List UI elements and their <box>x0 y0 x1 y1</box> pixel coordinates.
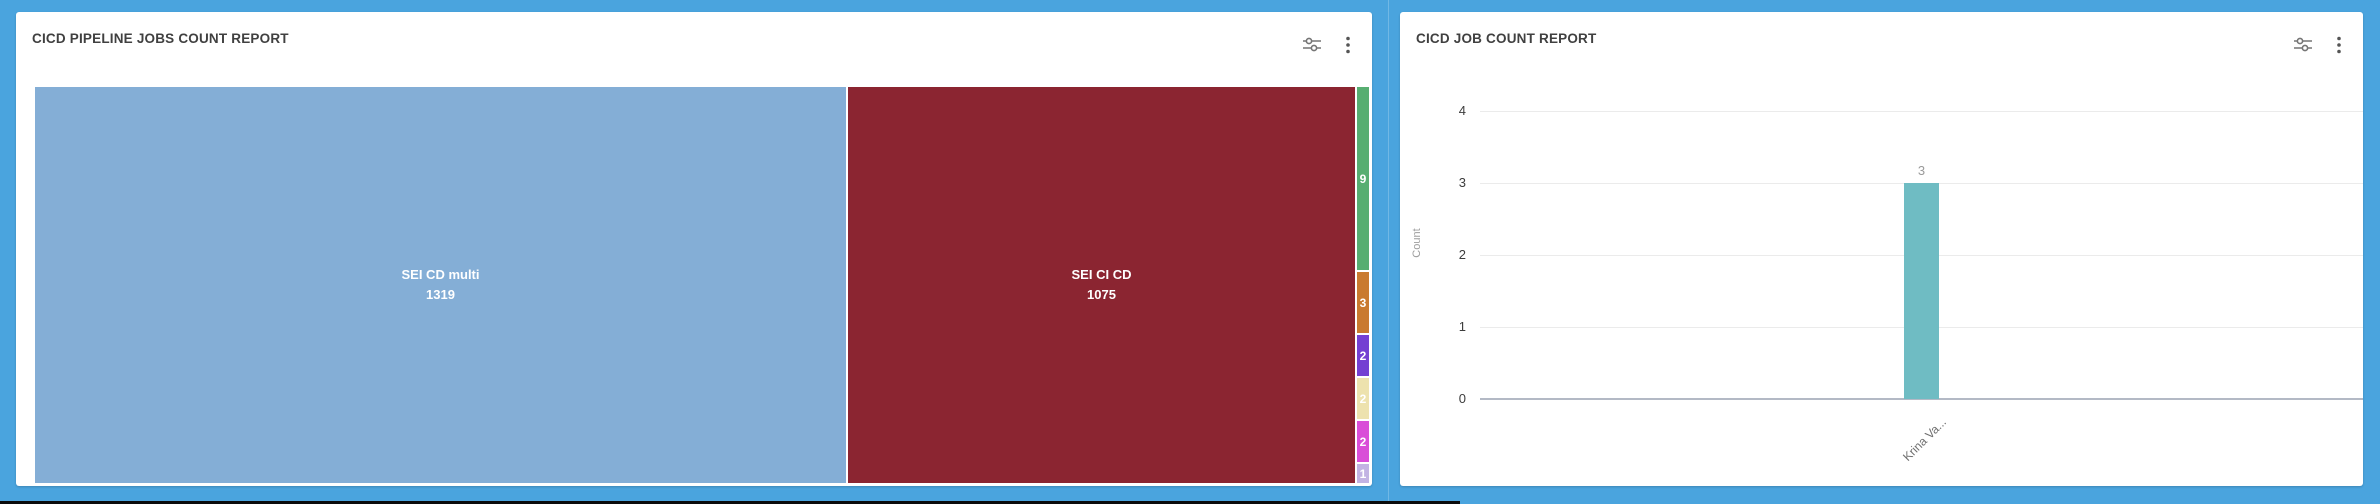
panel-title: CICD JOB COUNT REPORT <box>1416 31 1597 46</box>
filter-icon[interactable] <box>1302 35 1322 55</box>
kebab-menu-icon[interactable] <box>2329 35 2349 55</box>
kebab-menu-icon[interactable] <box>1338 35 1358 55</box>
bar-value-label: 3 <box>1917 163 1926 178</box>
bar[interactable] <box>1904 183 1939 399</box>
gridline <box>1480 111 2363 112</box>
x-axis-line <box>1480 398 2363 400</box>
treemap-node-value: 1 <box>1359 466 1367 481</box>
treemap-node-value: 3 <box>1359 295 1367 310</box>
treemap-node[interactable]: 1 <box>1357 464 1369 483</box>
x-category-label: Krina Va... <box>1900 415 1950 464</box>
treemap-node[interactable]: SEI CD multi 1319 <box>35 87 846 483</box>
treemap-node[interactable]: 3 <box>1357 272 1369 333</box>
bar-chart-plot-area: 3 Krina Va... <box>1480 111 2363 464</box>
panel-toolbar <box>2293 35 2349 55</box>
treemap-node-label: SEI CI CD 1075 <box>1071 267 1132 302</box>
panel-title: CICD PIPELINE JOBS COUNT REPORT <box>32 31 289 46</box>
filter-icon[interactable] <box>2293 35 2313 55</box>
panel-cicd-pipeline-jobs-count-report: CICD PIPELINE JOBS COUNT REPORT SEI CD m… <box>16 12 1372 486</box>
treemap-node-value: 2 <box>1359 391 1367 406</box>
window-seam-divider <box>1388 0 1389 504</box>
treemap-node[interactable]: 2 <box>1357 378 1369 419</box>
treemap-node-value: 9 <box>1359 171 1367 186</box>
treemap-node[interactable]: 2 <box>1357 335 1369 376</box>
y-tick-label: 1 <box>1458 319 1466 334</box>
treemap-node[interactable]: SEI CI CD 1075 <box>848 87 1355 483</box>
treemap-node-label: SEI CD multi 1319 <box>401 267 480 302</box>
treemap-node-value: 2 <box>1359 434 1367 449</box>
treemap-node[interactable]: 9 <box>1357 87 1369 270</box>
panel-toolbar <box>1302 35 1358 55</box>
treemap-chart: SEI CD multi 1319 SEI CI CD 1075 9 3 2 2 2 1 <box>35 87 1369 483</box>
y-tick-label: 2 <box>1458 247 1466 262</box>
y-tick-label: 0 <box>1458 391 1466 406</box>
treemap-node[interactable]: 2 <box>1357 421 1369 462</box>
screen-bottom-edge <box>0 501 1460 504</box>
y-tick-label: 3 <box>1458 175 1466 190</box>
y-tick-label: 4 <box>1458 103 1466 118</box>
y-axis-tick-labels: 0 1 2 3 4 <box>1400 103 1466 406</box>
treemap-node-value: 2 <box>1359 348 1367 363</box>
